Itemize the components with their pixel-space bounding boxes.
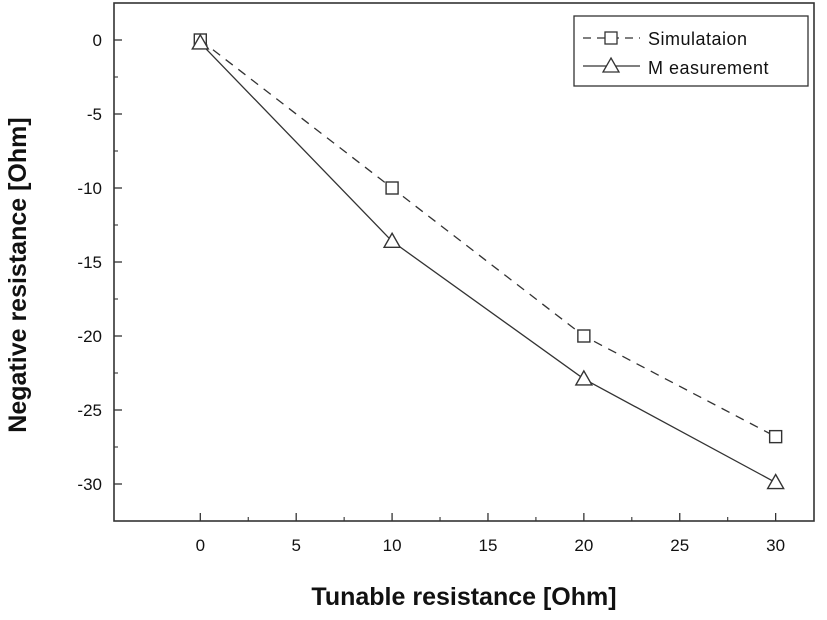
y-tick-label: -5 bbox=[87, 105, 102, 124]
x-tick-label: 20 bbox=[574, 536, 593, 555]
y-tick-label: -15 bbox=[77, 253, 102, 272]
series-layer bbox=[191, 33, 785, 490]
y-tick-label: 0 bbox=[93, 31, 102, 50]
x-tick-label: 25 bbox=[670, 536, 689, 555]
y-tick-label: -30 bbox=[77, 475, 102, 494]
data-point-square bbox=[768, 429, 783, 444]
data-point-square bbox=[385, 181, 399, 195]
data-point-triangle bbox=[382, 231, 402, 248]
legend-label-simulation: Simulataion bbox=[648, 29, 748, 49]
x-tick-label: 0 bbox=[196, 536, 205, 555]
y-tick-label: -20 bbox=[77, 327, 102, 346]
data-point-triangle bbox=[574, 369, 594, 386]
x-tick-label: 10 bbox=[383, 536, 402, 555]
data-point-triangle bbox=[766, 473, 785, 490]
legend: Simulataion M easurement bbox=[573, 15, 809, 87]
ticks-layer: 0 5 10 15 20 25 30 0 -5 -10 -15 -20 -25 -30 bbox=[77, 31, 785, 555]
data-point-square bbox=[577, 329, 591, 343]
y-tick-label: -10 bbox=[77, 179, 102, 198]
x-tick-label: 30 bbox=[766, 536, 785, 555]
y-tick-label: -25 bbox=[77, 401, 102, 420]
data-point-triangle bbox=[191, 33, 210, 50]
y-axis-title: Negative resistance [Ohm] bbox=[4, 117, 32, 432]
legend-marker-triangle bbox=[601, 56, 621, 73]
series-line-simulation bbox=[199, 39, 776, 438]
legend-box bbox=[573, 15, 809, 87]
legend-marker-square bbox=[604, 31, 618, 45]
x-tick-label: 15 bbox=[479, 536, 498, 555]
x-axis-title: Tunable resistance [Ohm] bbox=[311, 583, 616, 611]
series-line-measurement bbox=[199, 42, 776, 484]
x-tick-label: 5 bbox=[291, 536, 300, 555]
legend-label-measurement: M easurement bbox=[648, 58, 769, 78]
